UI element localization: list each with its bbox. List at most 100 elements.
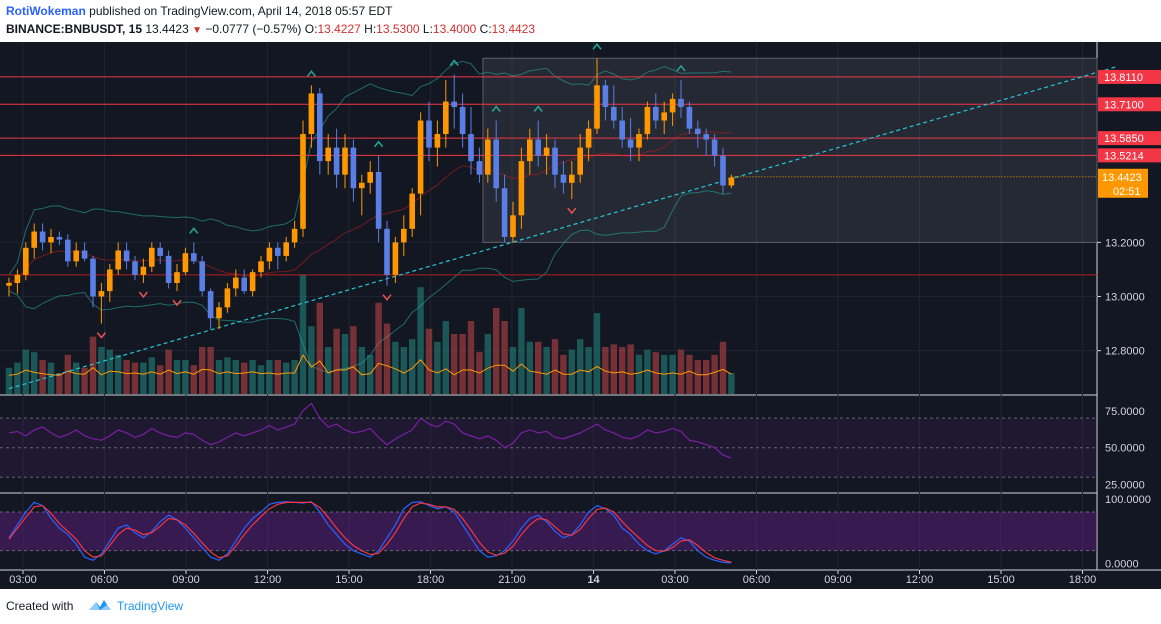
candle-body <box>577 147 583 175</box>
volume-bar <box>249 360 256 394</box>
time-axis-label: 03:00 <box>9 574 37 586</box>
volume-bar <box>31 352 38 394</box>
time-axis-label: 09:00 <box>824 574 852 586</box>
volume-bar <box>22 349 29 394</box>
volume-bar <box>703 360 710 394</box>
volume-bar <box>73 362 80 394</box>
volume-bar <box>568 349 575 394</box>
volume-bar <box>535 341 542 394</box>
volume-bar <box>627 344 634 394</box>
fractal-up-marker <box>533 105 543 112</box>
candle-body <box>123 250 130 262</box>
candle-body <box>98 291 105 297</box>
osc2-line <box>8 501 732 564</box>
osc1-line <box>8 402 732 459</box>
time-axis-label: 15:00 <box>335 574 363 586</box>
volume-bar <box>165 349 172 394</box>
candle-body <box>417 120 424 194</box>
volume-bar <box>392 341 399 394</box>
volume-bar <box>308 326 315 394</box>
volume-bar <box>509 347 517 394</box>
candle-body <box>308 93 315 135</box>
candle-body <box>350 147 357 189</box>
volume-bar <box>409 339 416 394</box>
candle-body <box>510 215 516 237</box>
volume-bar <box>425 328 433 394</box>
author-link[interactable]: RotiWokeman <box>6 4 86 18</box>
candle-body <box>233 277 239 289</box>
candle-body <box>451 101 457 107</box>
time-axis-label: 15:00 <box>987 574 1015 586</box>
volume-bar <box>644 349 651 394</box>
candle-body <box>720 155 726 186</box>
volume-bar <box>224 357 231 394</box>
volume-bar <box>257 365 265 394</box>
trendline <box>8 65 1118 390</box>
candle-body <box>23 247 29 275</box>
price-level-badge <box>1098 131 1161 146</box>
consolidation-box <box>482 57 1098 243</box>
candle-body <box>224 288 231 308</box>
volume-bar <box>686 354 693 394</box>
volume-bar <box>215 360 223 394</box>
candle-body <box>81 250 88 259</box>
volume-bar <box>64 354 71 394</box>
tradingview-link[interactable]: TradingView <box>117 599 184 613</box>
volume-bar <box>602 347 609 394</box>
candle-body <box>300 134 306 229</box>
last-price-label: 13.4423 <box>1102 172 1142 184</box>
candle-body <box>695 128 701 135</box>
candle-body <box>443 101 449 135</box>
volume-bar <box>81 367 88 394</box>
candle-body <box>535 139 541 156</box>
volume-bar <box>526 341 533 394</box>
volume-bar <box>148 357 155 394</box>
candle-body <box>283 242 289 256</box>
open-label: O: <box>304 22 318 36</box>
candle-body <box>174 272 180 283</box>
candle-body <box>249 272 256 292</box>
volume-bar <box>467 321 475 394</box>
candle-body <box>333 147 340 175</box>
chart-canvas[interactable]: 13.2000 13.0000 12.8000 13.8110 13.7100 13.58… <box>0 42 1161 589</box>
price-change: −0.0777 (−0.57%) <box>205 22 302 36</box>
published-text: published on TradingView.com, April 14, … <box>89 4 393 18</box>
down-arrow-icon: ▼ <box>192 25 202 36</box>
candle-body <box>543 147 550 156</box>
candle-body <box>476 161 483 175</box>
candle-body <box>661 112 667 121</box>
volume-bar <box>619 347 626 394</box>
volume-bar <box>635 354 643 394</box>
candle-body <box>241 277 247 292</box>
candle-body <box>291 228 298 243</box>
fractal-up-marker <box>491 105 501 112</box>
volume-bar <box>493 308 500 394</box>
candle-body <box>367 171 373 183</box>
time-axis-label: 06:00 <box>91 574 119 586</box>
bollinger-lower-band <box>8 190 732 374</box>
candle-body <box>728 177 735 186</box>
volume-bar <box>577 339 584 394</box>
price-axis-background <box>1097 42 1161 570</box>
volume-bar <box>98 347 105 394</box>
volume-bar <box>89 336 97 394</box>
price-axis-label: 12.8000 <box>1105 346 1145 358</box>
candle-body <box>359 182 365 189</box>
candle-body <box>207 291 214 319</box>
osc2-axis-label: 100.0000 <box>1105 494 1151 506</box>
volume-bar <box>182 360 189 394</box>
volume-bar <box>56 373 63 394</box>
volume-bar <box>274 360 281 394</box>
fractal-down-marker <box>172 299 182 307</box>
candle-body <box>107 269 113 292</box>
candle-body <box>39 231 46 243</box>
volume-bar <box>241 362 248 394</box>
candle-body <box>468 134 474 162</box>
volume-bar <box>47 362 55 394</box>
osc2-line <box>8 501 732 563</box>
candle-body <box>342 147 348 175</box>
candle-body <box>527 139 533 162</box>
candle-body <box>434 134 441 148</box>
time-axis-label: 12:00 <box>254 574 282 586</box>
tradingview-logo-icon[interactable] <box>88 597 112 613</box>
